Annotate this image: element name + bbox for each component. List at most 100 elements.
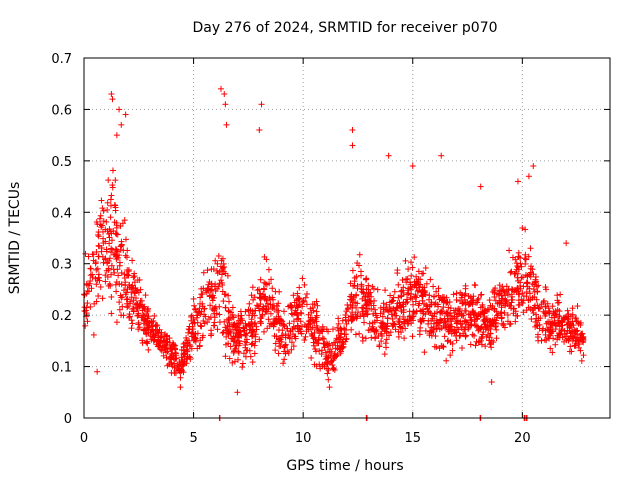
- data-point: [547, 327, 554, 334]
- data-point: [229, 359, 236, 366]
- data-point: [226, 308, 233, 315]
- data-point: [296, 325, 303, 332]
- data-point: [381, 351, 388, 358]
- data-point: [97, 212, 104, 219]
- data-point: [568, 329, 575, 336]
- data-point: [95, 233, 102, 240]
- data-point: [93, 266, 100, 273]
- data-point: [467, 293, 474, 300]
- data-point: [81, 308, 88, 315]
- data-point: [345, 305, 352, 312]
- data-point: [325, 367, 332, 374]
- data-point: [225, 329, 232, 336]
- data-point: [382, 340, 389, 347]
- data-point: [227, 343, 234, 350]
- data-point: [386, 304, 393, 311]
- data-point: [515, 253, 522, 260]
- data-point: [425, 320, 432, 327]
- data-point: [97, 283, 104, 290]
- data-point: [153, 321, 160, 328]
- data-point: [546, 309, 553, 316]
- data-point: [520, 274, 527, 281]
- data-point: [520, 293, 527, 300]
- data-point: [471, 316, 478, 323]
- data-point: [413, 284, 420, 291]
- data-point: [561, 316, 568, 323]
- data-point: [94, 221, 101, 228]
- data-point: [410, 301, 417, 308]
- data-point: [482, 326, 489, 333]
- data-point: [280, 322, 287, 329]
- data-point: [334, 345, 341, 352]
- data-point: [140, 327, 147, 334]
- data-point: [145, 329, 152, 336]
- data-point: [118, 241, 125, 248]
- data-point: [573, 315, 580, 322]
- data-point: [208, 286, 215, 293]
- data-point: [563, 240, 570, 247]
- data-point: [427, 276, 434, 283]
- data-point: [400, 313, 407, 320]
- data-point: [356, 251, 363, 258]
- data-point: [513, 260, 520, 267]
- data-point: [576, 340, 583, 347]
- data-point: [352, 331, 359, 338]
- data-point: [380, 306, 387, 313]
- data-point: [359, 334, 366, 341]
- data-point: [358, 304, 365, 311]
- data-point: [132, 284, 139, 291]
- data-point: [249, 284, 256, 291]
- data-point: [408, 259, 415, 266]
- data-point: [390, 321, 397, 328]
- data-point: [108, 245, 115, 252]
- data-point: [574, 303, 581, 310]
- data-point: [88, 285, 95, 292]
- data-point: [310, 307, 317, 314]
- data-point: [91, 300, 98, 307]
- data-point: [113, 231, 120, 238]
- data-point: [322, 349, 329, 356]
- data-point: [222, 304, 229, 311]
- data-point: [372, 306, 379, 313]
- data-point: [116, 106, 123, 113]
- data-point: [275, 307, 282, 314]
- data-point: [223, 121, 230, 128]
- data-point: [554, 299, 561, 306]
- data-point: [284, 325, 291, 332]
- data-point: [510, 310, 517, 317]
- data-point: [578, 330, 585, 337]
- data-point: [207, 314, 214, 321]
- data-point: [404, 275, 411, 282]
- data-point: [506, 247, 513, 254]
- data-point: [95, 242, 102, 249]
- data-point: [444, 338, 451, 345]
- data-point: [114, 266, 121, 273]
- data-point: [187, 354, 194, 361]
- x-tick-label: 20: [514, 431, 531, 446]
- data-point: [134, 277, 141, 284]
- data-point: [398, 293, 405, 300]
- data-point: [148, 318, 155, 325]
- data-point: [453, 296, 460, 303]
- data-point: [370, 326, 377, 333]
- data-point: [126, 313, 133, 320]
- data-point: [389, 315, 396, 322]
- data-point: [505, 318, 512, 325]
- data-point: [489, 302, 496, 309]
- data-point: [251, 350, 258, 357]
- data-point: [316, 330, 323, 337]
- data-point: [439, 307, 446, 314]
- data-point: [343, 336, 350, 343]
- data-point: [383, 301, 390, 308]
- data-point: [203, 289, 210, 296]
- data-point: [296, 284, 303, 291]
- data-point: [208, 266, 215, 273]
- data-point: [240, 350, 247, 357]
- data-point: [472, 282, 479, 289]
- data-point: [305, 311, 312, 318]
- data-point: [415, 268, 422, 275]
- data-point: [107, 196, 114, 203]
- data-point: [384, 322, 391, 329]
- data-point: [514, 312, 521, 319]
- data-point: [152, 331, 159, 338]
